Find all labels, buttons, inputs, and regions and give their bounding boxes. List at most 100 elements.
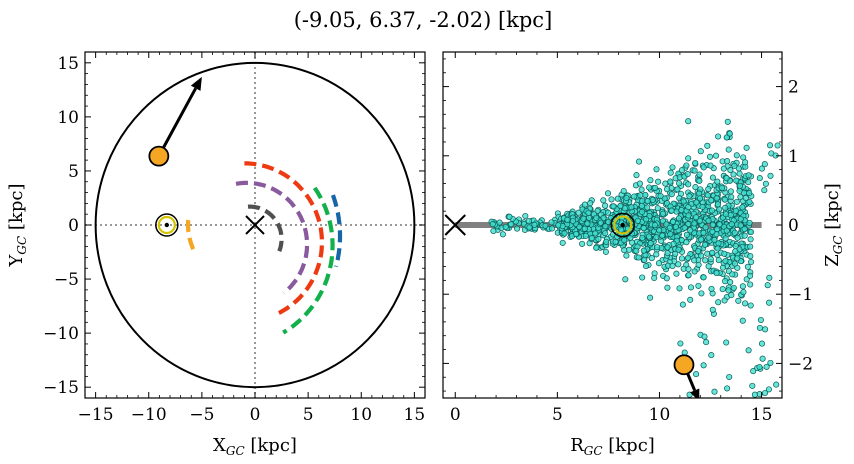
star-point <box>580 215 587 222</box>
star-point <box>748 258 755 266</box>
star-point <box>642 191 649 199</box>
sun-marker-dot <box>620 222 625 228</box>
star-point <box>696 195 704 202</box>
star-point <box>638 202 645 209</box>
star-point <box>617 202 624 210</box>
star-point <box>644 198 651 205</box>
star-point <box>756 324 763 331</box>
star-point <box>573 230 580 238</box>
star-point <box>758 165 765 172</box>
right-y-axis-label-subscript: GC <box>831 235 845 254</box>
star-point <box>681 224 688 231</box>
star-point <box>702 257 709 264</box>
star-point <box>714 201 721 208</box>
star-point <box>695 261 702 268</box>
star-point <box>724 385 731 392</box>
star-point <box>722 235 729 242</box>
star-point <box>653 234 660 241</box>
star-point <box>686 193 693 200</box>
star-point <box>595 235 602 243</box>
star-point <box>708 207 716 214</box>
star-point <box>747 253 754 260</box>
star-point <box>659 232 666 239</box>
star-point <box>746 219 753 226</box>
star-point <box>614 195 621 202</box>
star-point <box>732 248 739 255</box>
star-point <box>621 247 628 254</box>
right-x-axis-label: RGC [kpc] <box>570 435 655 458</box>
spiral-arm-5 <box>282 186 335 335</box>
star-point <box>668 207 675 214</box>
star-point <box>726 373 733 381</box>
left-x-axis-label-subscript: GC <box>226 444 245 458</box>
star-point <box>767 172 774 179</box>
star-point <box>506 213 513 220</box>
star-point <box>773 381 780 388</box>
star-point <box>733 198 740 205</box>
star-point <box>677 340 684 347</box>
star-point <box>678 207 685 214</box>
star-point <box>669 218 677 225</box>
star-point <box>604 190 612 197</box>
star-point <box>721 250 728 257</box>
sun-marker-dot <box>164 222 170 228</box>
star-point <box>766 274 773 281</box>
star-point <box>636 180 643 187</box>
star-point <box>705 263 712 270</box>
star-point <box>736 182 743 189</box>
star-point <box>709 249 716 256</box>
star-point <box>725 287 732 294</box>
star-point <box>711 388 718 395</box>
star-point <box>744 263 751 270</box>
spiral-arm-3 <box>235 180 310 295</box>
star-point <box>761 161 768 168</box>
star-point <box>662 180 669 187</box>
star-point <box>602 230 609 237</box>
star-point <box>723 175 730 182</box>
star-point <box>672 223 679 230</box>
star-point <box>635 158 643 165</box>
star-point <box>647 294 654 301</box>
left-y-tick-label: −5 <box>54 270 79 290</box>
star-point <box>649 196 656 203</box>
star-point <box>719 286 726 293</box>
star-point <box>740 154 747 161</box>
star-point <box>668 191 675 198</box>
star-point <box>700 274 707 281</box>
star-point <box>728 292 735 299</box>
star-point <box>709 228 716 235</box>
star-point <box>514 225 521 232</box>
star-point <box>683 231 690 238</box>
star-point <box>555 222 562 229</box>
left-x-axis-label-unit: [kpc] <box>245 435 297 456</box>
star-point <box>700 362 707 369</box>
star-point <box>728 193 735 201</box>
star-point <box>531 221 538 228</box>
star-point <box>603 238 610 245</box>
star-point <box>703 339 710 346</box>
star-point <box>684 171 691 178</box>
star-point <box>734 234 741 241</box>
left-y-tick-label: 10 <box>57 108 79 128</box>
left-y-tick-label: 15 <box>57 54 79 74</box>
star-point <box>522 212 529 220</box>
star-point <box>739 317 746 324</box>
star-point <box>724 158 731 165</box>
star-point <box>685 181 692 188</box>
star-point <box>641 256 648 263</box>
star-point <box>716 221 723 228</box>
star-point <box>647 177 654 184</box>
star-point <box>751 391 758 398</box>
star-point <box>592 230 599 237</box>
star-point <box>711 236 718 244</box>
star-point <box>664 250 671 257</box>
star-point <box>741 232 748 239</box>
star-point <box>593 214 600 221</box>
star-point <box>669 164 676 171</box>
star-point <box>741 226 748 233</box>
left-y-axis-label: YGC [kpc] <box>6 184 29 268</box>
star-point <box>490 227 497 235</box>
star-point <box>581 201 588 208</box>
right-x-tick-label: 5 <box>552 405 563 425</box>
star-point <box>727 188 734 195</box>
